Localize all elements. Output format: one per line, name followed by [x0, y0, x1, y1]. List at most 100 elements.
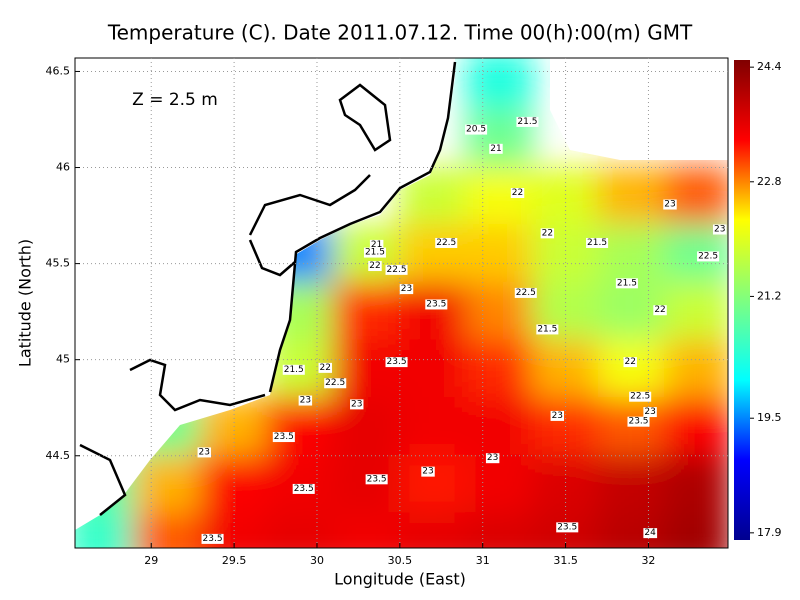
contour-label: 21.5: [363, 247, 387, 258]
contour-label-text: 21: [490, 144, 501, 154]
heat-cell: [531, 339, 600, 400]
heat-cell: [199, 454, 269, 515]
contour-label-bg: [365, 474, 388, 485]
contour-label-text: 23: [487, 453, 498, 463]
contour-label-text: 23: [199, 447, 210, 457]
contour-label-text: 22.5: [630, 392, 650, 402]
heat-cell: [664, 339, 728, 400]
x-tick-label: 31: [476, 554, 490, 567]
colorbar-tick-label: 22.8: [757, 175, 782, 188]
nodata-mask: [550, 58, 728, 160]
contour-label-text: 23: [664, 200, 675, 210]
x-axis-label: Longitude (East): [334, 570, 466, 589]
contour-label-text: 22.5: [698, 251, 718, 261]
contour-label-text: 21.5: [365, 248, 385, 258]
contour-label-bg: [399, 284, 414, 295]
coastline: [338, 83, 392, 152]
heat-cell: [664, 397, 728, 457]
colorbar: [734, 60, 750, 540]
heat-cell: [398, 397, 468, 457]
coastline: [248, 174, 371, 236]
x-tick-label: 30: [310, 554, 324, 567]
contour-label-text: 23.5: [294, 484, 314, 494]
contour-label-text: 23.5: [426, 299, 446, 309]
heat-cell: [133, 512, 202, 548]
contour-label-bg: [318, 362, 332, 373]
y-tick-label: 46: [56, 161, 70, 174]
contour-label-text: 21.5: [284, 365, 304, 375]
contour-label: 23: [298, 395, 313, 406]
heat-cell: [332, 339, 401, 400]
contour-label-bg: [435, 237, 458, 248]
contour-label-text: 21.5: [517, 117, 537, 127]
heat-cell: [465, 224, 534, 284]
heat-cell: [398, 224, 468, 284]
contour-label: 23: [643, 407, 657, 418]
contour-label-text: 23: [401, 284, 412, 294]
contour-label-bg: [350, 399, 364, 410]
contour-label-bg: [298, 395, 313, 406]
contour-label: 22: [510, 188, 525, 199]
contour-label: 21.5: [586, 237, 609, 248]
contour-label-bg: [201, 533, 224, 544]
contour-label-text: 23.5: [203, 534, 223, 544]
contour-label: 20.5: [465, 124, 488, 135]
contour-label-text: 23: [351, 399, 362, 409]
contour-label-bg: [627, 416, 650, 427]
heat-cell: [332, 512, 401, 548]
heat-cell: [597, 166, 667, 227]
contour-label-text: 22: [512, 188, 523, 198]
y-tick-label: 45: [56, 353, 70, 366]
contour-label-bg: [712, 224, 727, 235]
contour-label-bg: [292, 483, 315, 494]
heat-cell: [597, 397, 667, 457]
contour-label: 23.5: [556, 522, 579, 533]
contour-label-bg: [272, 432, 295, 443]
contour-label-bg: [465, 124, 488, 135]
contour-label: 22.5: [385, 264, 408, 275]
contour-label: 22: [623, 357, 637, 368]
contour-label-text: 22: [542, 228, 553, 238]
contour-label-text: 22: [369, 261, 380, 271]
contour-label-bg: [363, 247, 387, 258]
contour-label-bg: [540, 228, 555, 239]
contour-label-text: 23.5: [557, 522, 577, 532]
contour-label: 23.5: [385, 357, 408, 368]
contour-label-bg: [663, 199, 677, 210]
land-mask: [75, 58, 455, 530]
coastline: [268, 61, 457, 393]
x-tick-label: 30.5: [388, 554, 413, 567]
colorbar-tick-label: 19.5: [757, 411, 782, 424]
contour-label: 23.5: [201, 533, 224, 544]
heat-cell: [597, 339, 667, 400]
contour-label-text: 21.5: [587, 238, 607, 248]
contour-label-bg: [586, 237, 609, 248]
x-tick-label: 32: [641, 554, 655, 567]
contour-label: 22: [318, 362, 332, 373]
coastline: [79, 443, 127, 516]
contour-label: 22.5: [629, 391, 652, 402]
contour-label: 21.5: [536, 324, 559, 335]
contour-label-text: 23: [422, 467, 433, 477]
contour-label: 23: [197, 447, 212, 458]
contour-label: 23: [663, 199, 677, 210]
contour-label: 23.5: [365, 474, 388, 485]
colorbar-tick-label: 21.2: [757, 289, 782, 302]
y-axis-label: Latitude (North): [16, 239, 35, 367]
contour-label: 23: [550, 410, 565, 421]
contour-label-text: 23: [644, 407, 655, 417]
contour-label-bg: [514, 287, 537, 298]
contour-label-bg: [629, 391, 652, 402]
heat-cell: [597, 512, 667, 548]
contour-label-text: 21: [371, 240, 382, 250]
contour-label-bg: [197, 447, 212, 458]
chart-title: Temperature (C). Date 2011.07.12. Time 0…: [107, 21, 693, 45]
land: [75, 58, 728, 530]
contour-label-text: 22: [320, 363, 331, 373]
contour-label-text: 23.5: [387, 357, 407, 367]
y-tick-label: 46.5: [46, 64, 71, 77]
heat-cell: [531, 454, 600, 515]
contour-label-bg: [485, 453, 500, 464]
heat-cell: [664, 454, 728, 515]
